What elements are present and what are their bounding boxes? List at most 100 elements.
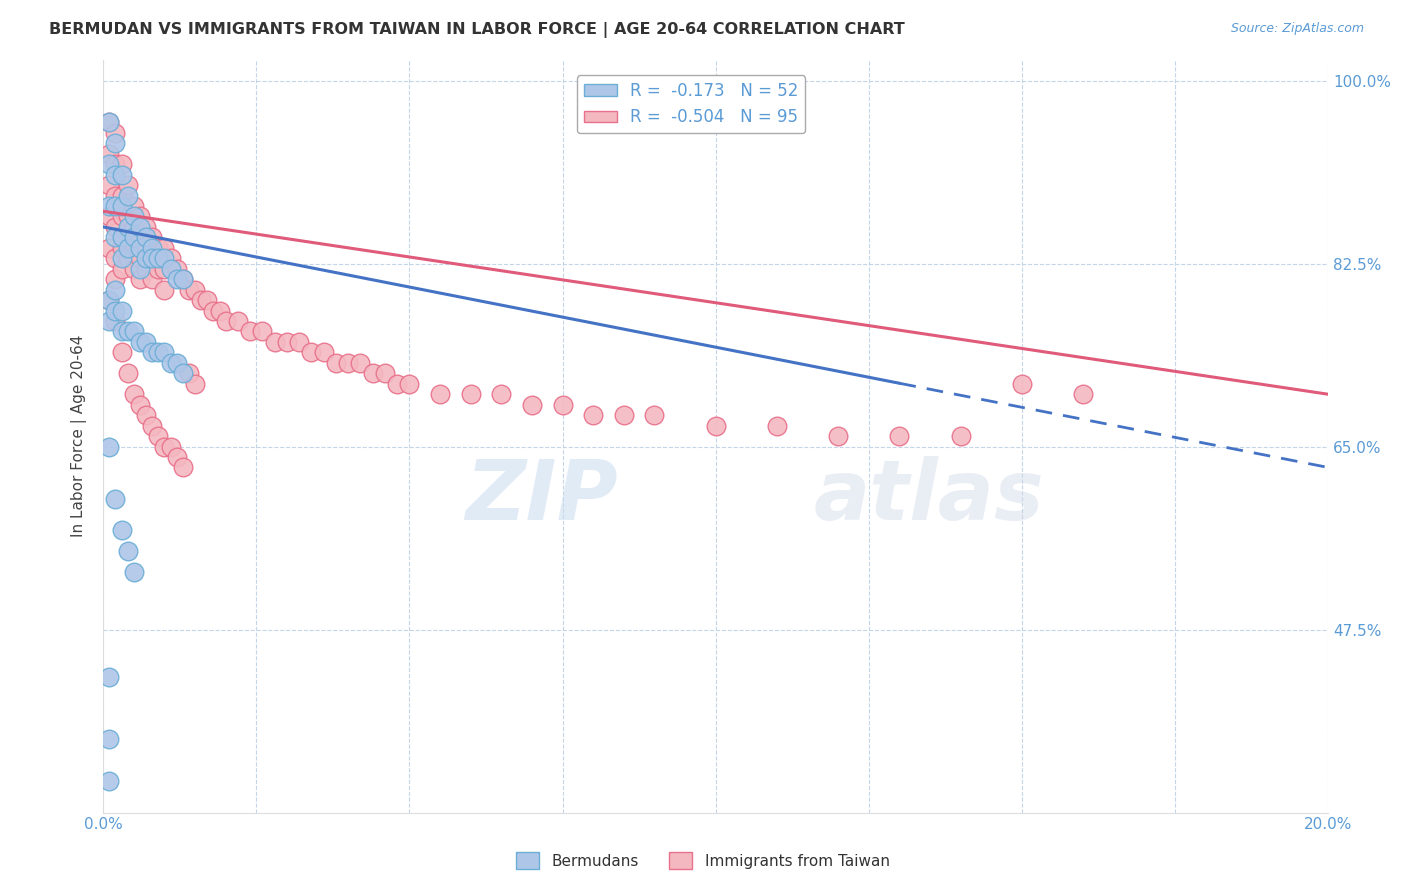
Point (491, 387, 513, 401)
Point (104, 188, 127, 202)
Point (104, 303, 127, 318)
Point (148, 345, 170, 359)
Point (98, 440, 121, 454)
Point (104, 126, 127, 140)
Point (141, 230, 163, 244)
Point (166, 272, 188, 286)
Text: atlas: atlas (814, 456, 1045, 537)
Point (129, 272, 152, 286)
Point (374, 367, 396, 381)
Point (117, 230, 139, 244)
Point (252, 325, 274, 339)
Point (104, 157, 127, 171)
Point (129, 252, 152, 266)
Point (110, 303, 132, 318)
Point (104, 283, 127, 297)
Point (153, 241, 176, 255)
Point (177, 283, 200, 297)
Point (135, 252, 157, 266)
Point (135, 219, 157, 234)
Point (129, 398, 152, 412)
Point (184, 376, 207, 391)
Point (361, 367, 384, 381)
Point (122, 219, 145, 234)
Point (110, 325, 132, 339)
Point (135, 230, 157, 244)
Point (104, 252, 127, 266)
Point (129, 241, 152, 255)
Point (153, 440, 176, 454)
Point (166, 261, 188, 276)
Point (141, 241, 163, 255)
Point (153, 261, 176, 276)
Point (582, 408, 605, 422)
Point (98, 774, 121, 789)
Point (429, 387, 451, 401)
Point (110, 261, 132, 276)
Point (153, 252, 176, 266)
Point (110, 157, 132, 171)
Point (98, 241, 121, 255)
Point (104, 219, 127, 234)
Point (190, 293, 212, 307)
Point (110, 199, 132, 213)
Point (239, 325, 262, 339)
Point (98, 314, 121, 328)
Point (766, 418, 789, 433)
Point (117, 210, 139, 224)
Point (117, 544, 139, 558)
Point (98, 178, 121, 192)
Text: Source: ZipAtlas.com: Source: ZipAtlas.com (1230, 22, 1364, 36)
Point (110, 230, 132, 244)
Point (141, 345, 163, 359)
Point (301, 345, 323, 359)
Point (104, 136, 127, 151)
Point (110, 252, 132, 266)
Point (159, 252, 181, 266)
Point (166, 356, 188, 370)
Point (122, 325, 145, 339)
Point (110, 210, 132, 224)
Point (110, 241, 132, 255)
Point (104, 314, 127, 328)
Point (153, 283, 176, 297)
Point (148, 252, 170, 266)
Point (135, 334, 157, 349)
Point (159, 356, 181, 370)
Point (135, 241, 157, 255)
Point (177, 367, 200, 381)
Point (98, 670, 121, 684)
Point (98, 146, 121, 161)
Point (122, 565, 145, 579)
Point (551, 398, 574, 412)
Point (135, 261, 157, 276)
Point (129, 230, 152, 244)
Point (460, 387, 482, 401)
Point (148, 241, 170, 255)
Point (98, 157, 121, 171)
Point (153, 345, 176, 359)
Point (613, 408, 636, 422)
Point (889, 429, 911, 443)
Point (148, 261, 170, 276)
Point (117, 219, 139, 234)
Point (98, 210, 121, 224)
Point (104, 230, 127, 244)
Point (1011, 376, 1033, 391)
Point (520, 398, 543, 412)
Point (226, 314, 249, 328)
Point (288, 334, 311, 349)
Point (117, 367, 139, 381)
Point (325, 356, 347, 370)
Point (141, 272, 163, 286)
Text: ZIP: ZIP (465, 456, 617, 537)
Point (172, 272, 194, 286)
Point (276, 334, 298, 349)
Point (122, 210, 145, 224)
Point (129, 210, 152, 224)
Point (98, 115, 121, 129)
Point (215, 314, 238, 328)
Legend: R =  -0.173   N = 52, R =  -0.504   N = 95: R = -0.173 N = 52, R = -0.504 N = 95 (576, 76, 806, 133)
Point (385, 376, 408, 391)
Point (141, 252, 163, 266)
